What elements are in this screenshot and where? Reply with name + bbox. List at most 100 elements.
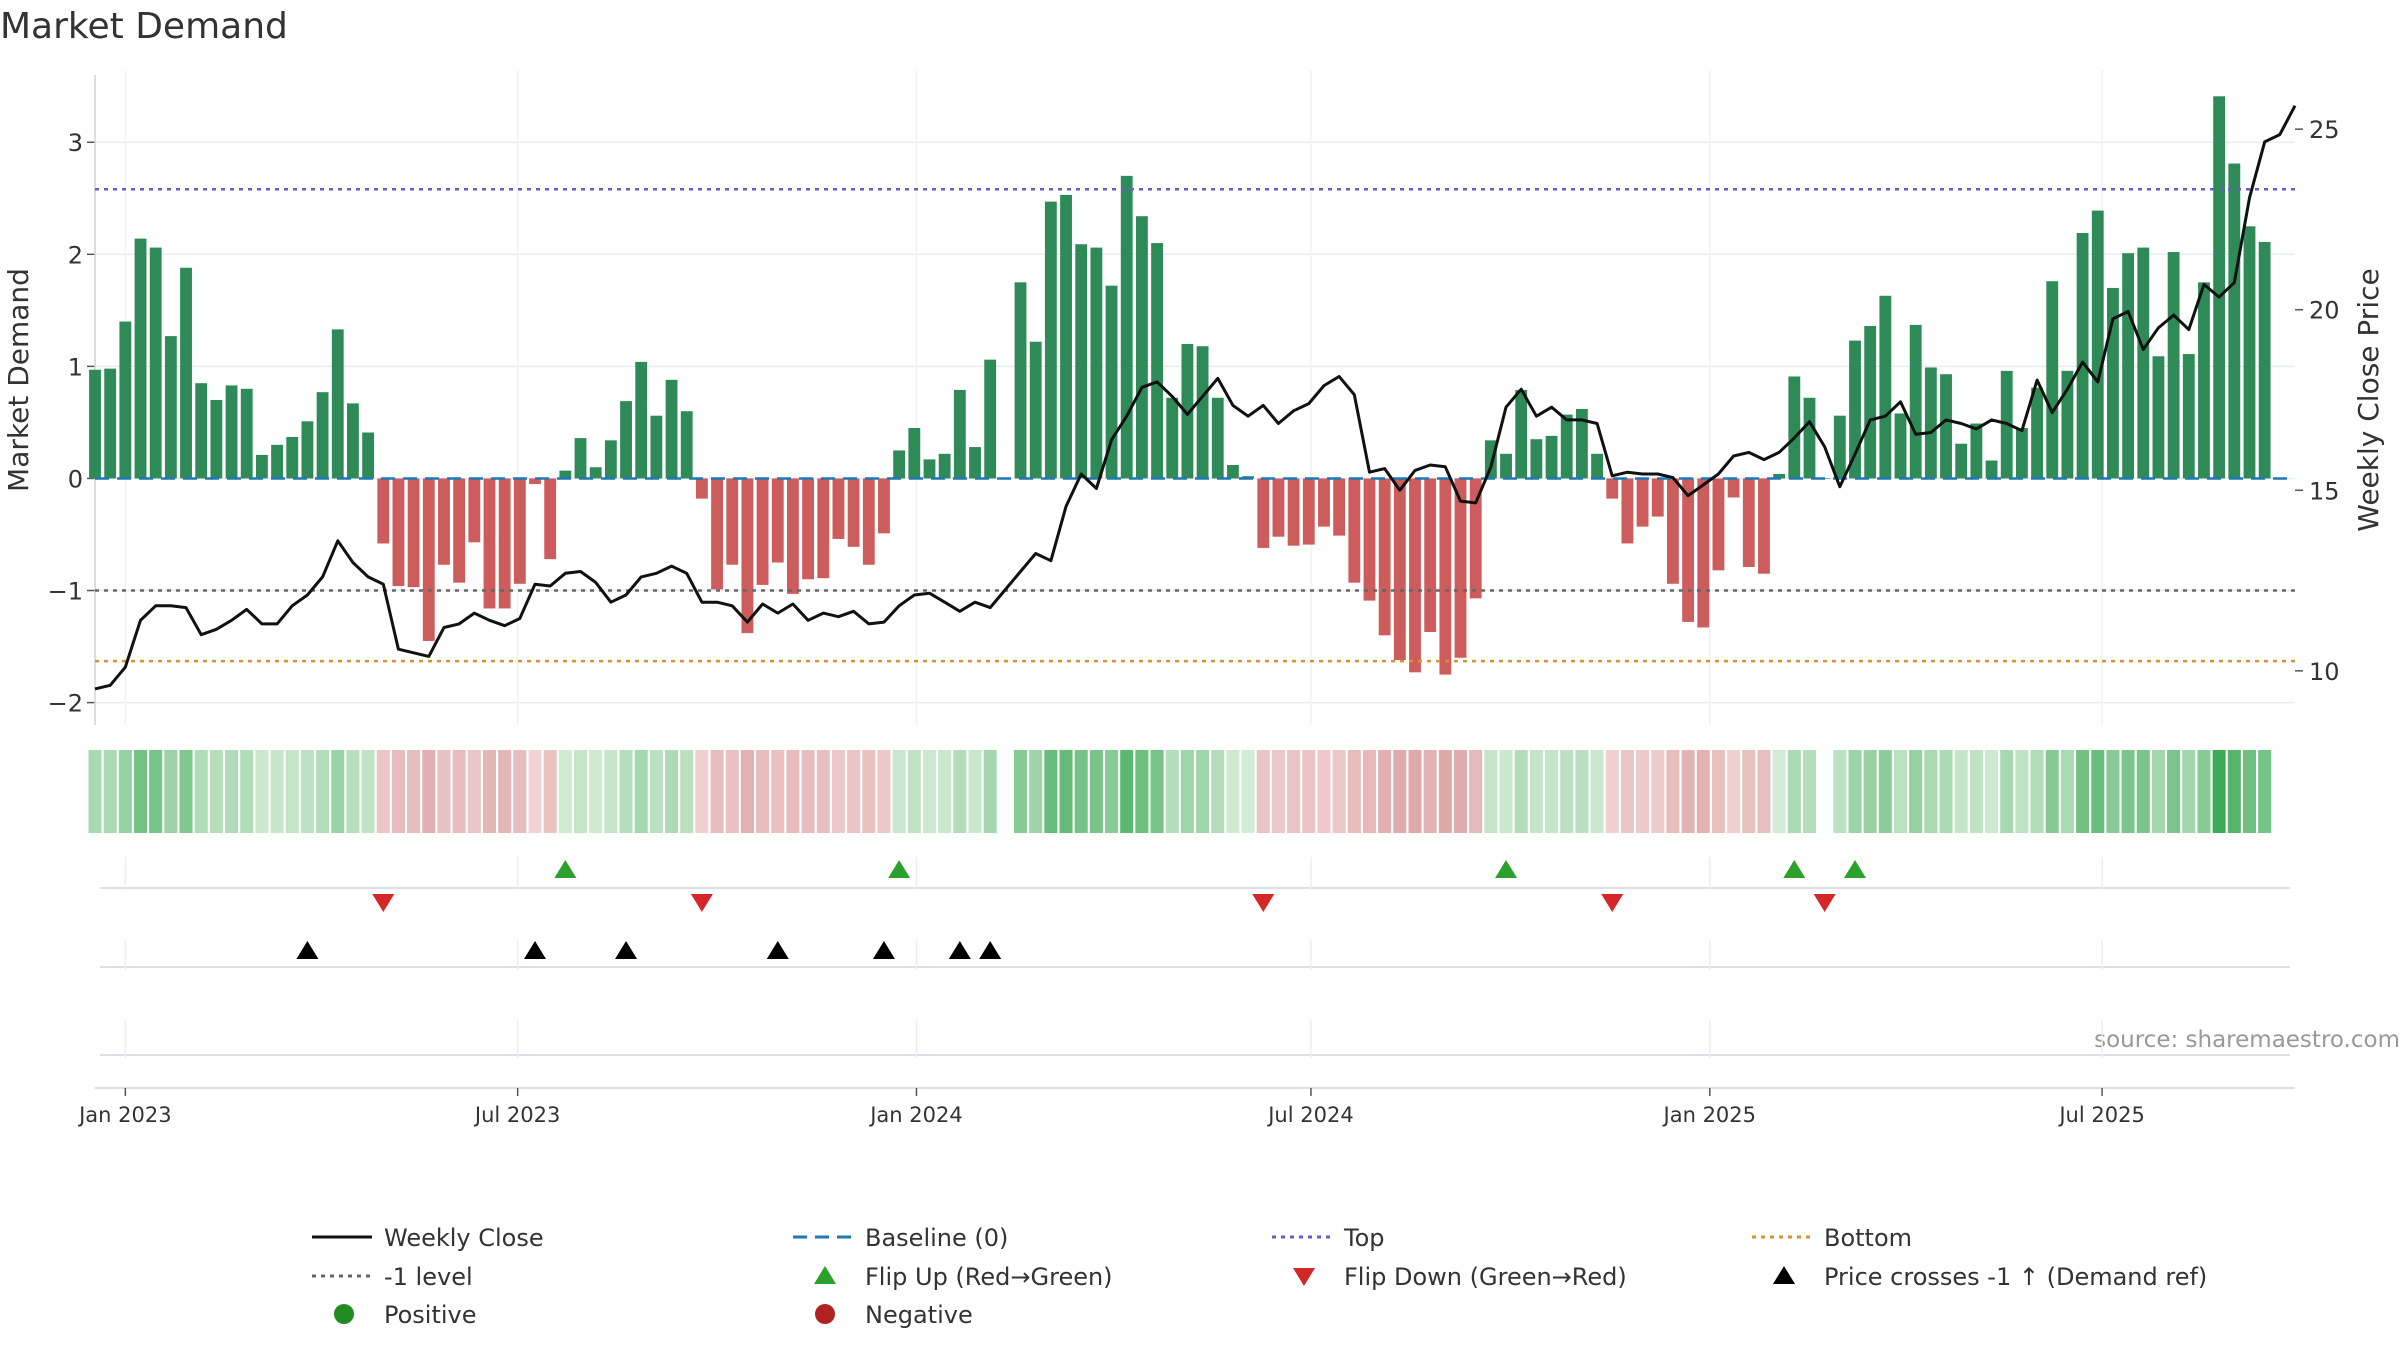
- heat-cell: [1590, 750, 1604, 833]
- demand-bar: [331, 329, 344, 479]
- heat-cell: [316, 750, 330, 833]
- heat-cell: [589, 750, 603, 833]
- demand-bar: [665, 379, 678, 479]
- heat-cell: [391, 750, 405, 833]
- heat-cell: [1969, 750, 1983, 833]
- heat-cell: [1878, 750, 1892, 833]
- heat-cell: [1196, 750, 1210, 833]
- demand-bar: [1985, 460, 1998, 479]
- heat-cell: [1711, 750, 1725, 833]
- demand-bar: [1318, 478, 1330, 527]
- heat-cell: [695, 750, 709, 833]
- demand-bar: [164, 336, 177, 479]
- demand-bar: [316, 392, 329, 479]
- heat-cell: [543, 750, 557, 833]
- demand-bar: [1924, 367, 1937, 479]
- heat-cell: [2258, 750, 2272, 833]
- heat-cell: [528, 750, 542, 833]
- legend: Weekly Close Baseline (0) Top Bottom -1 leve…: [312, 1224, 2207, 1329]
- heat-cell: [558, 750, 572, 833]
- heat-cell: [255, 750, 269, 833]
- demand-bar: [362, 432, 375, 479]
- y2-tick-label: 20: [2309, 297, 2340, 325]
- x-tick-label: Jan 2023: [77, 1103, 172, 1127]
- x-tick-label: Jul 2024: [1266, 1103, 1353, 1127]
- heat-cell: [1484, 750, 1498, 833]
- demand-bar: [2046, 281, 2059, 479]
- demand-bar: [255, 454, 268, 479]
- demand-bar: [2031, 387, 2043, 479]
- heat-cell: [422, 750, 436, 833]
- demand-bar: [468, 478, 481, 543]
- heat-cell: [604, 750, 618, 833]
- y-tick-label: −1: [48, 578, 83, 606]
- demand-bar: [1712, 478, 1725, 571]
- heat-cell: [786, 750, 800, 833]
- heat-cell: [1514, 750, 1528, 833]
- heat-cell: [1362, 750, 1377, 833]
- heat-cell: [619, 750, 633, 833]
- flip-down-marker: [1252, 894, 1275, 912]
- legend-triangle-up-icon: [814, 1266, 836, 1284]
- demand-bar: [862, 478, 875, 565]
- demand-bar: [1181, 343, 1194, 479]
- heat-cell: [194, 750, 208, 833]
- demand-bar: [938, 453, 951, 479]
- heat-cell: [2136, 750, 2150, 833]
- flip-up-marker: [1495, 860, 1518, 878]
- demand-bar: [802, 478, 815, 580]
- demand-bar: [1287, 478, 1300, 546]
- heat-cell: [1954, 750, 1968, 833]
- demand-bar: [2015, 428, 2028, 479]
- heat-cell: [2121, 750, 2135, 833]
- y-tick-label: −2: [48, 690, 83, 718]
- demand-bar: [1697, 478, 1710, 628]
- heat-cell: [407, 750, 421, 833]
- demand-bars: [89, 96, 2271, 675]
- demand-bar: [1758, 478, 1770, 574]
- demand-bar: [969, 447, 981, 479]
- legend-label: Price crosses -1 ↑ (Demand ref): [1824, 1263, 2207, 1291]
- demand-bar: [2243, 226, 2256, 479]
- heat-cell: [2030, 750, 2044, 833]
- heat-cell: [376, 750, 390, 833]
- demand-bar: [1591, 453, 1603, 479]
- demand-bar: [1393, 478, 1406, 660]
- demand-bar: [1135, 216, 1148, 479]
- demand-bar: [2167, 252, 2180, 479]
- demand-bar: [1454, 478, 1467, 658]
- demand-bar: [2137, 247, 2150, 479]
- heat-cell: [1802, 750, 1817, 833]
- demand-bar: [1075, 244, 1088, 479]
- demand-bar: [559, 470, 572, 479]
- heat-cell: [1620, 750, 1634, 833]
- y-axis-label: Market Demand: [2, 268, 35, 492]
- demand-bar: [1803, 397, 1816, 479]
- demand-bar: [104, 368, 117, 479]
- heat-cell: [437, 750, 451, 833]
- demand-bar: [1636, 478, 1649, 527]
- demand-bar: [1575, 408, 1588, 479]
- demand-bar: [2258, 241, 2271, 479]
- demand-bar: [301, 421, 314, 479]
- demand-bar: [1833, 415, 1846, 479]
- heat-cell: [907, 750, 921, 833]
- heat-cell: [346, 750, 360, 833]
- demand-bar: [513, 478, 526, 584]
- heat-cell: [1636, 750, 1650, 833]
- demand-bar: [286, 436, 299, 479]
- heat-cell: [1893, 750, 1908, 833]
- heat-cell: [877, 750, 891, 833]
- heat-cell: [771, 750, 785, 833]
- demand-bar: [1151, 243, 1163, 479]
- legend-label: Bottom: [1824, 1224, 1912, 1252]
- demand-bar: [787, 478, 799, 594]
- price-line-group: [94, 105, 2297, 691]
- price-cross-marker: [615, 941, 638, 959]
- heat-cell: [2227, 750, 2241, 833]
- demand-bar: [589, 467, 602, 479]
- demand-bar: [2182, 354, 2195, 479]
- heat-cell: [1226, 750, 1240, 833]
- demand-bar: [726, 478, 739, 565]
- heat-cell: [862, 750, 876, 833]
